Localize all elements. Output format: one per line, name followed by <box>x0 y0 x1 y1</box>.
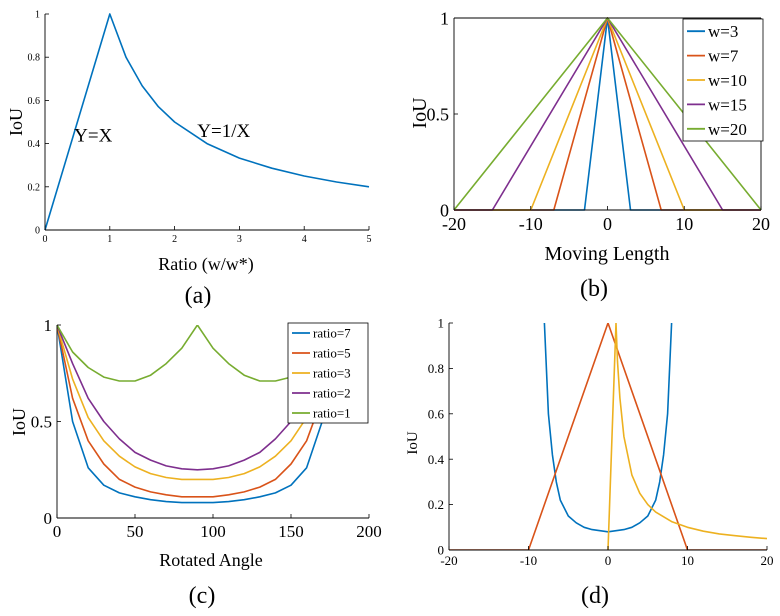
x-tick-label-a-1: 1 <box>107 234 112 245</box>
y-tick-label-a-3: 0.6 <box>28 96 41 107</box>
y-tick-label-a-5: 1 <box>35 10 40 21</box>
y-tick-label-a-1: 0.2 <box>28 182 41 193</box>
y-tick-label-d-2: 0.4 <box>428 452 445 467</box>
panel-d: -20 -10 0 10 20 0 0.2 0.4 0.6 0.8 1 IoU (d) <box>405 316 774 609</box>
y-tick-label-d-0: 0 <box>438 543 445 558</box>
x-tick-label-c-1: 50 <box>127 522 144 541</box>
x-tick-label-b-4: 20 <box>752 214 770 234</box>
series-line-c-0 <box>57 325 339 504</box>
annotation-a-1: Y=1/X <box>197 121 250 142</box>
plot-area-d: -20 -10 0 10 20 0 0.2 0.4 0.6 0.8 1 <box>428 316 774 568</box>
y-tick-label-d-3: 0.6 <box>428 406 445 421</box>
y-tick-label-b-1: 0.5 <box>427 104 450 124</box>
x-tick-label-b-3: 10 <box>675 214 693 234</box>
x-tick-label-d-1: -10 <box>520 553 537 568</box>
subfigure-label-d: (d) <box>581 583 609 609</box>
series-group-d <box>449 323 767 550</box>
y-tick-label-a-0: 0 <box>35 226 40 237</box>
legend-label-b-3: w=15 <box>708 95 747 114</box>
series-line-c-2 <box>57 325 339 481</box>
x-tick-label-c-0: 0 <box>53 522 62 541</box>
legend-label-b-1: w=7 <box>708 47 739 66</box>
x-tick-label-b-1: -10 <box>519 214 543 234</box>
x-tick-label-c-4: 200 <box>356 522 382 541</box>
subfigure-label-a: (a) <box>185 283 212 309</box>
series-line-a-0 <box>44 13 370 231</box>
plot-area-b: -20 -10 0 10 20 0 0.5 1 w=3 w=7 w=10 w=15 w=20 <box>427 8 771 234</box>
y-tick-label-b-2: 1 <box>440 8 449 28</box>
series-line-d-1 <box>449 323 767 550</box>
xlabel-b: Moving Length <box>545 243 670 265</box>
y-tick-label-c-2: 1 <box>44 316 53 335</box>
series-group-a <box>44 13 370 231</box>
y-tick-label-d-4: 0.8 <box>428 361 444 376</box>
panel-a: 0 1 2 3 4 5 0 0.2 0.4 0.6 0.8 1 Y=X Y=1/X Ratio (w/w*… <box>6 10 372 310</box>
x-tick-label-a-5: 5 <box>367 234 372 245</box>
subfigure-label-b: (b) <box>580 276 608 302</box>
x-tick-label-c-3: 150 <box>278 522 304 541</box>
series-line-c-1 <box>57 325 339 498</box>
x-tick-label-b-2: 0 <box>603 214 612 234</box>
plot-area-a: 0 1 2 3 4 5 0 0.2 0.4 0.6 0.8 1 Y=X Y=1/X <box>28 10 372 246</box>
panel-b: -20 -10 0 10 20 0 0.5 1 w=3 w=7 w=10 w=15 w=20 Movin… <box>409 8 770 302</box>
x-tick-label-d-0: -20 <box>440 553 457 568</box>
x-tick-label-d-2: 0 <box>605 553 612 568</box>
y-tick-label-b-0: 0 <box>440 200 449 220</box>
x-tick-label-a-3: 3 <box>237 234 242 245</box>
y-tick-label-c-0: 0 <box>44 509 53 528</box>
legend-label-b-4: w=20 <box>708 120 747 139</box>
xlabel-a: Ratio (w/w*) <box>158 254 253 275</box>
legend-label-c-4: ratio=1 <box>313 406 351 421</box>
ylabel-c: IoU <box>9 408 29 436</box>
legend-label-b-2: w=10 <box>708 71 747 90</box>
ylabel-b: IoU <box>409 97 431 129</box>
y-tick-label-d-1: 0.2 <box>428 497 444 512</box>
x-tick-label-d-4: 20 <box>761 553 774 568</box>
legend-b: w=3 w=7 w=10 w=15 w=20 <box>682 18 764 142</box>
y-tick-label-c-1: 0.5 <box>31 412 52 431</box>
y-tick-label-a-4: 0.8 <box>28 53 41 64</box>
ylabel-d: IoU <box>405 431 421 454</box>
y-tick-label-d-5: 1 <box>438 316 445 331</box>
annotation-a-0: Y=X <box>74 125 112 146</box>
x-tick-label-a-2: 2 <box>172 234 177 245</box>
ylabel-a: IoU <box>6 108 26 136</box>
x-tick-label-d-3: 10 <box>681 553 694 568</box>
series-line-d-2 <box>607 323 767 550</box>
legend-label-c-0: ratio=7 <box>313 326 351 341</box>
legend-box-b <box>682 18 764 142</box>
legend-label-c-3: ratio=2 <box>313 386 351 401</box>
legend-label-b-0: w=3 <box>708 22 738 41</box>
x-tick-label-a-0: 0 <box>43 234 48 245</box>
x-tick-label-a-4: 4 <box>302 234 307 245</box>
xlabel-c: Rotated Angle <box>159 550 262 570</box>
x-tick-label-c-2: 100 <box>200 522 226 541</box>
series-line-d-0 <box>543 323 673 533</box>
legend-label-c-2: ratio=3 <box>313 366 351 381</box>
y-tick-label-a-2: 0.4 <box>28 139 41 150</box>
legend-label-c-1: ratio=5 <box>313 346 351 361</box>
subfigure-label-c: (c) <box>189 583 216 609</box>
x-tick-label-b-0: -20 <box>442 214 466 234</box>
legend-c: ratio=7 ratio=5 ratio=3 ratio=2 ratio=1 <box>287 322 369 424</box>
